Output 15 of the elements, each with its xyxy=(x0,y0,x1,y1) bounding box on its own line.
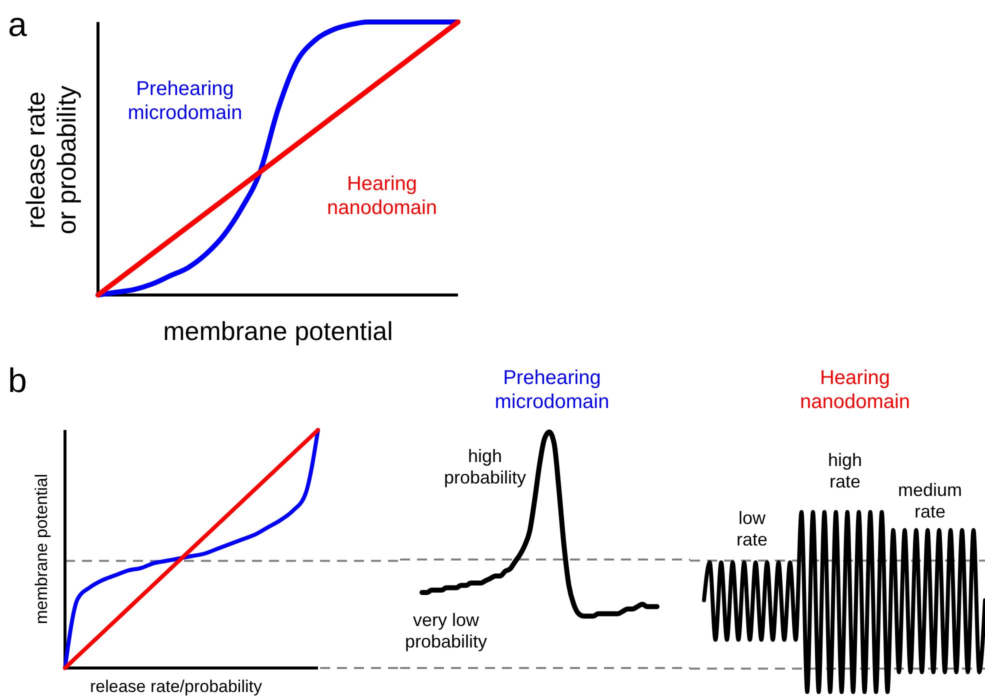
annotation: low rate xyxy=(736,508,768,550)
x-axis-title: membrane potential xyxy=(163,316,393,346)
chart-title: Hearing nanodomain xyxy=(800,367,910,413)
annotation: high probability xyxy=(444,446,526,488)
x-axis-title: release rate/probability xyxy=(90,677,262,696)
text: high rate xyxy=(828,450,862,492)
chart-title: a xyxy=(8,6,27,44)
chart-title: b xyxy=(8,362,27,400)
text: Hearing nanodomain xyxy=(326,173,438,219)
annotation: very low probability xyxy=(404,610,488,652)
series-label: Prehearing microdomain xyxy=(128,78,242,124)
annotation: medium rate xyxy=(898,480,962,522)
y-axis-title: membrane potential xyxy=(32,474,51,624)
chart-title: Prehearing microdomain xyxy=(494,367,610,413)
y-axis-title: release rate or probability xyxy=(20,86,82,234)
